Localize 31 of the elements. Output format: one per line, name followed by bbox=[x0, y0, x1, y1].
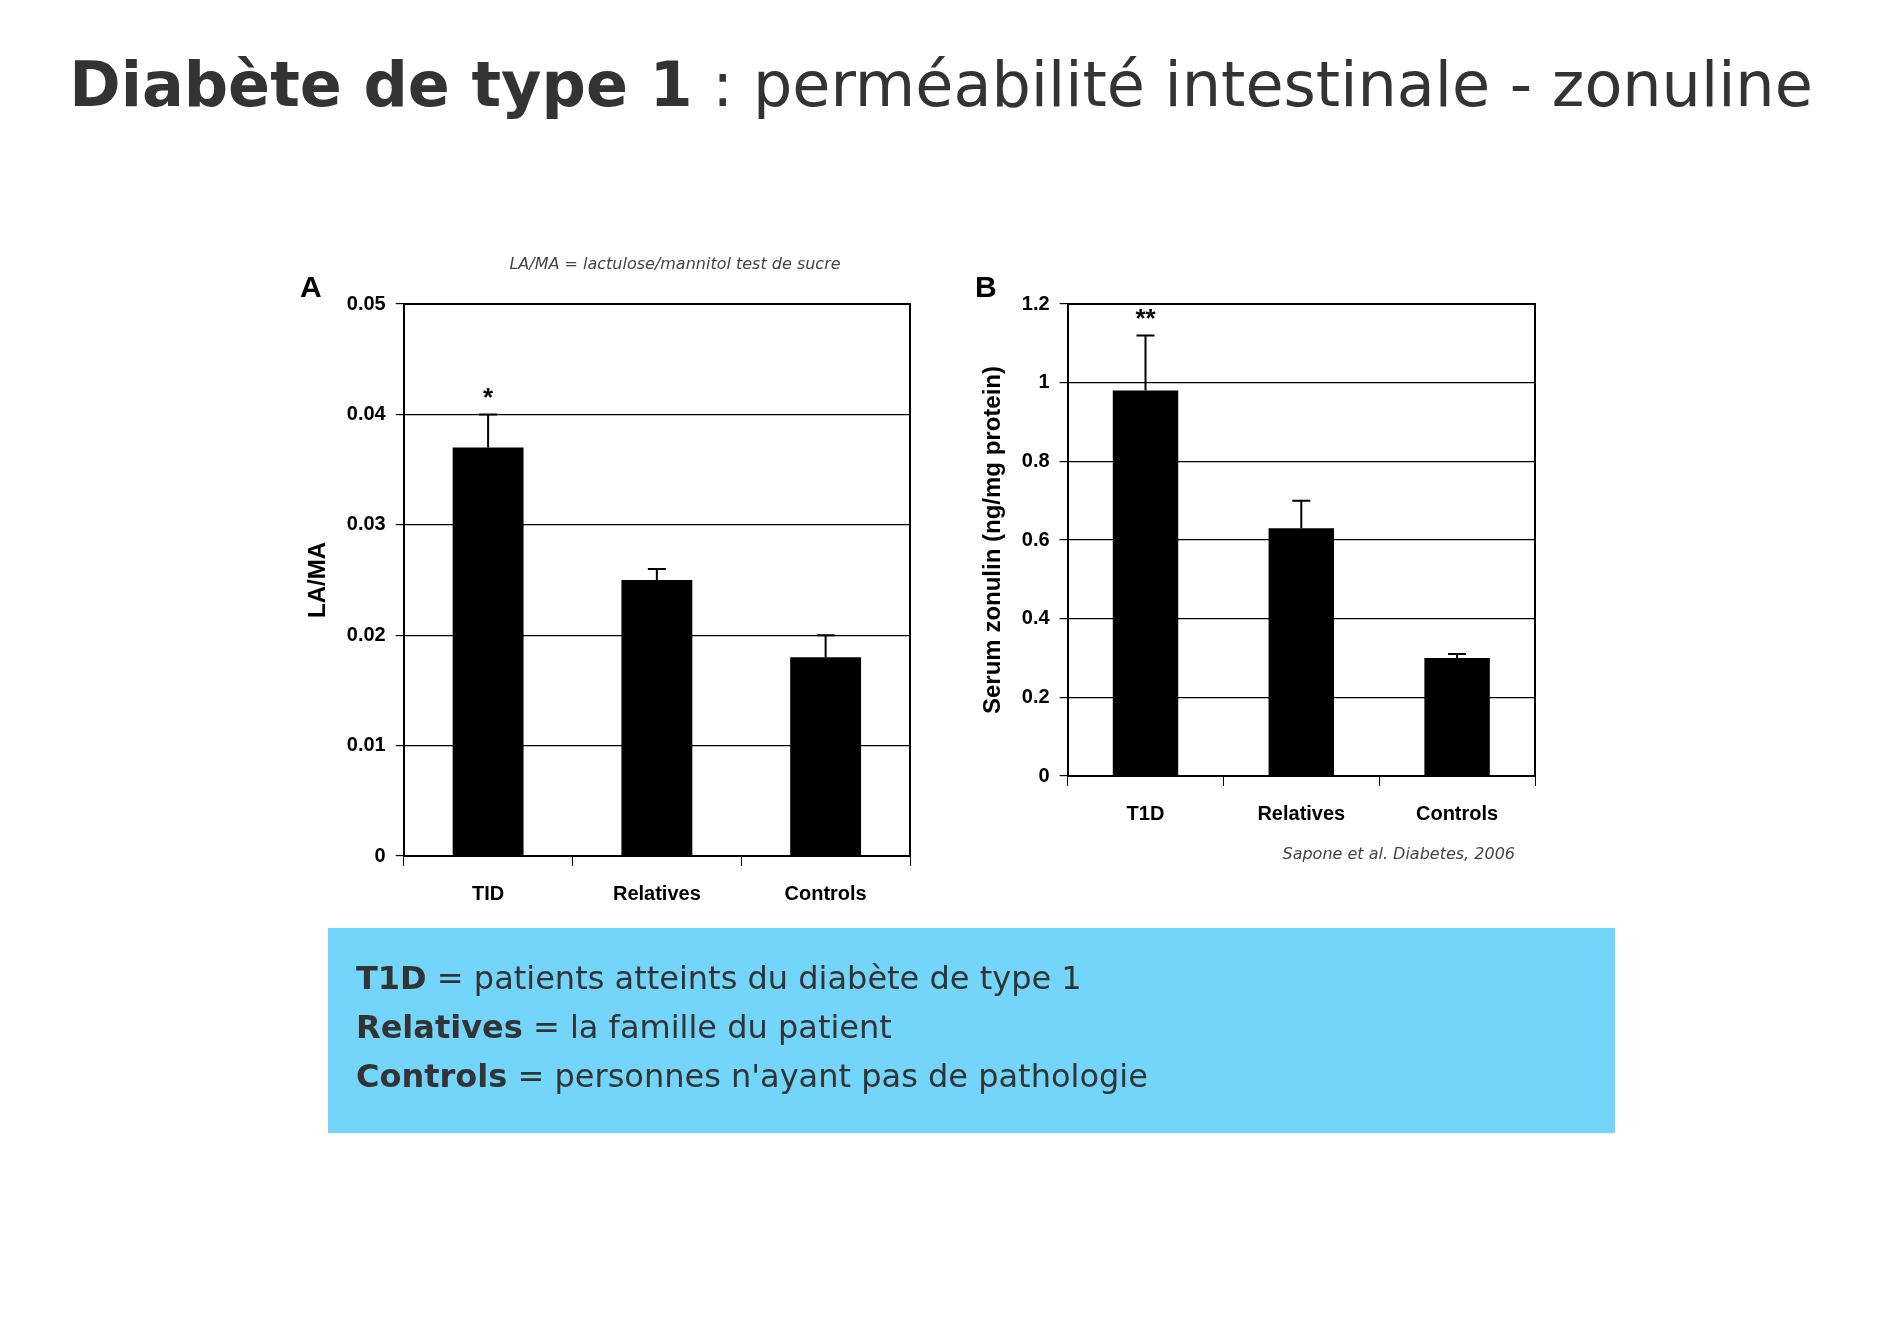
y-tick-label: 1 bbox=[1038, 370, 1050, 393]
x-tick-label: Controls bbox=[784, 881, 867, 904]
chart-subtitle: LA/MA = lactulose/mannitol test de sucre bbox=[508, 254, 842, 273]
y-tick-label: 0 bbox=[1038, 763, 1050, 786]
x-tick-label: TID bbox=[472, 881, 505, 904]
text: Sapone et al. Diabetes, 2006 bbox=[1282, 844, 1515, 863]
x-tick-label: Controls bbox=[1415, 801, 1499, 824]
annotation: ** bbox=[1135, 303, 1157, 334]
y-axis-title: LA/MA bbox=[303, 542, 331, 618]
chart-title: Diabète de type 1 : perméabilité intestinale - zonuline bbox=[68, 48, 1814, 121]
x-tick-label: Relatives bbox=[1257, 801, 1346, 824]
y-tick-label: 0 bbox=[374, 843, 386, 866]
text: B bbox=[975, 270, 997, 304]
y-tick-label: 0.05 bbox=[346, 291, 386, 314]
text: A bbox=[300, 270, 322, 304]
y-tick-label: 0.03 bbox=[346, 512, 386, 535]
y-tick-label: 0.2 bbox=[1021, 684, 1050, 707]
text: Controls = personnes n'ayant pas de pathologie bbox=[356, 1056, 1149, 1097]
y-tick-label: 0.02 bbox=[346, 622, 386, 645]
y-tick-label: 0.04 bbox=[346, 401, 387, 424]
y-tick-label: 0.01 bbox=[346, 733, 386, 756]
y-tick-label: 1.2 bbox=[1021, 291, 1050, 314]
y-axis-title: Serum zonulin (ng/mg protein) bbox=[978, 366, 1006, 714]
y-tick-label: 0.6 bbox=[1021, 527, 1050, 550]
y-tick-label: 0.4 bbox=[1021, 606, 1051, 629]
x-tick-label: T1D bbox=[1126, 801, 1165, 824]
y-tick-label: 0.8 bbox=[1021, 448, 1050, 471]
text: Relatives = la famille du patient bbox=[356, 1007, 893, 1048]
text: T1D = patients atteints du diabète de type 1 bbox=[356, 958, 1083, 999]
annotation: * bbox=[483, 382, 495, 413]
x-tick-label: Relatives bbox=[612, 881, 701, 904]
